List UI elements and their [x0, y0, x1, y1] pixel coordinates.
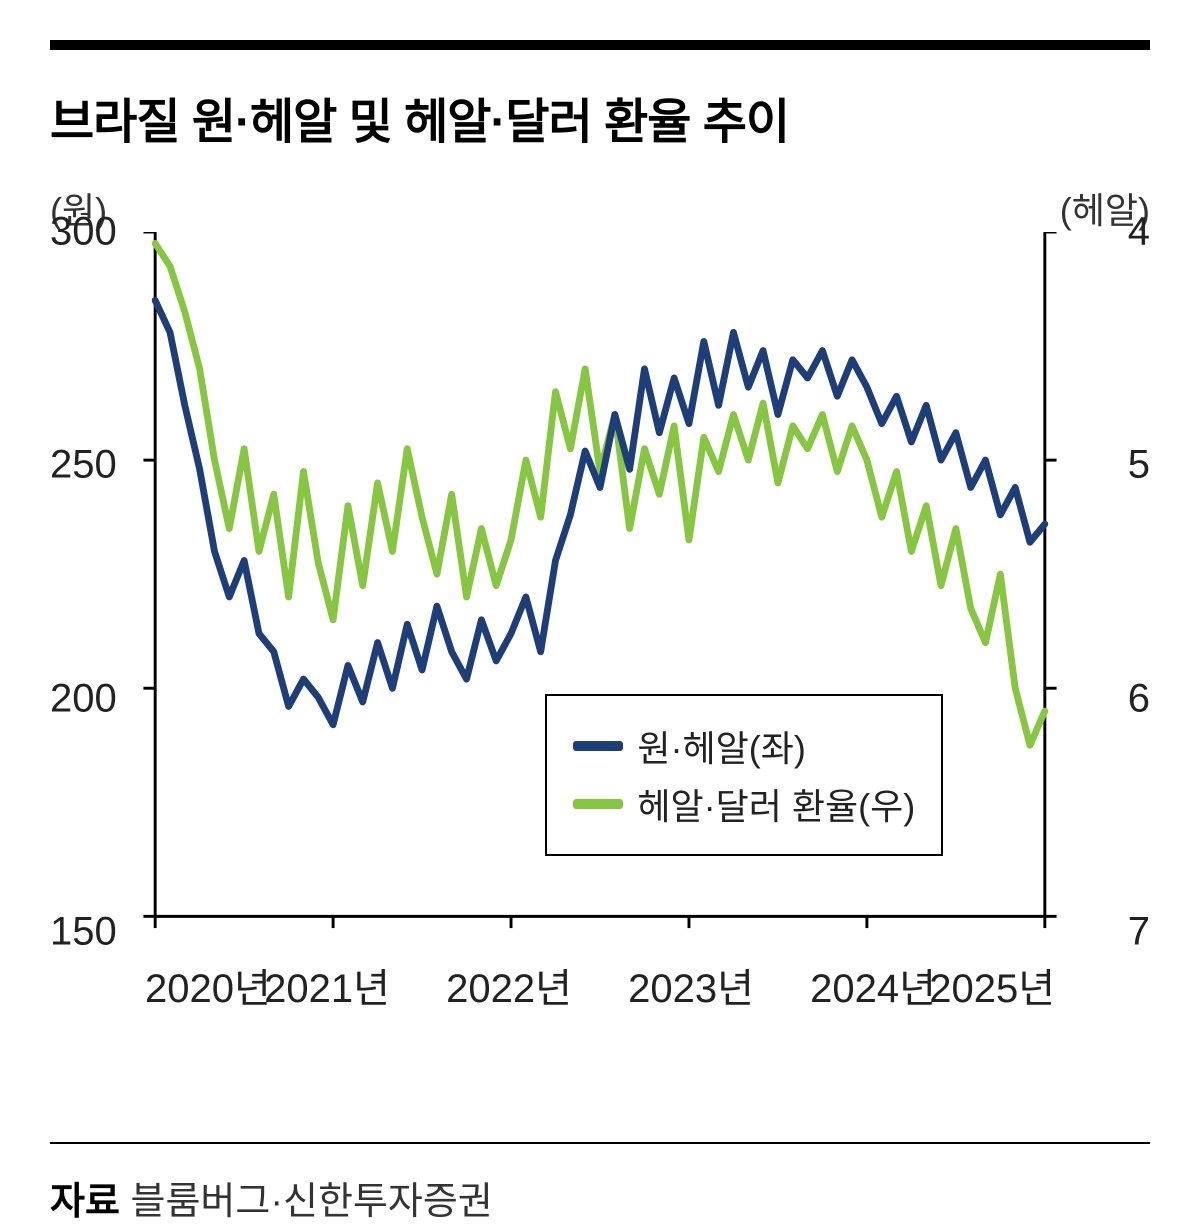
x-tick: 2022년 [446, 956, 572, 1014]
legend-item: 헤알·달러 환율(우) [573, 778, 915, 830]
x-tick: 2020년 [145, 956, 271, 1014]
y-right-tick: 4 [1060, 210, 1150, 255]
x-tick: 2024년 [810, 956, 936, 1014]
top-rule [50, 40, 1150, 50]
source-label: 자료 [50, 1181, 120, 1223]
legend-label: 원·헤알(좌) [637, 720, 805, 772]
y-left-tick: 250 [50, 443, 140, 488]
x-tick: 2021년 [264, 956, 390, 1014]
legend-swatch [573, 799, 623, 809]
source-value: 블룸버그·신한투자증권 [130, 1181, 492, 1223]
legend-swatch [573, 741, 623, 751]
y-right-tick: 6 [1060, 676, 1150, 721]
bottom-rule: 자료 블룸버그·신한투자증권 [50, 1142, 1150, 1225]
legend-label: 헤알·달러 환율(우) [637, 778, 915, 830]
y-right-tick: 5 [1060, 443, 1150, 488]
y-left-tick: 150 [50, 910, 140, 955]
x-tick: 2023년 [628, 956, 754, 1014]
legend-item: 원·헤알(좌) [573, 720, 915, 772]
x-tick: 2025년 [929, 956, 1055, 1014]
y-right-tick: 7 [1060, 910, 1150, 955]
source-line: 자료 블룸버그·신한투자증권 [50, 1170, 1150, 1225]
series-real_usd_right [155, 243, 1045, 745]
series-won_real_left [155, 300, 1045, 724]
y-left-tick: 200 [50, 676, 140, 721]
legend: 원·헤알(좌) 헤알·달러 환율(우) [545, 694, 943, 856]
y-left-tick: 300 [50, 210, 140, 255]
chart-title: 브라질 원·헤알 및 헤알·달러 환율 추이 [50, 82, 1150, 152]
chart-container: (원) (헤알) 150200250300 4567 2020년2021년202… [50, 182, 1150, 1002]
